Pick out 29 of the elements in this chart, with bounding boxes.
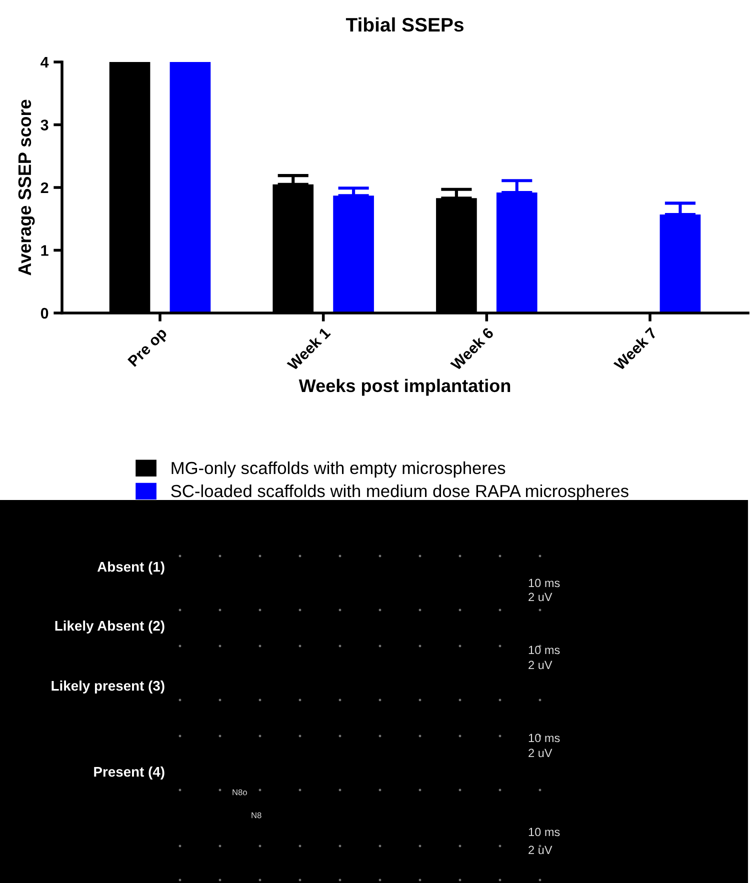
text: Likely Absent (2) [55,620,164,634]
text: 2 uV [528,660,552,670]
x-axis-title: Weeks post implantation [298,378,510,396]
text: N8 [252,812,262,818]
y-tick-label: 4 [40,57,49,68]
text: Likely present (3) [52,680,164,694]
text: N8o [232,789,247,796]
y-tick-label: 1 [41,245,48,256]
text: 2 uV [528,748,552,758]
bar [660,214,701,313]
y-tick-label: 0 [40,308,48,319]
text: 2 uV [528,592,552,602]
bar [496,192,538,313]
text: Absent (1) [97,562,164,574]
y-axis-title: Average SSEP score [18,100,35,276]
text: 2 uV [528,846,552,854]
text: 10 ms [528,578,560,588]
bar [333,196,374,313]
x-tick-label: Pre op [128,327,170,370]
legend-label: SC-loaded scaffolds with medium dose RAPA microspheres [171,484,628,501]
text: 10 ms [528,646,560,654]
chart-title: Tibial SSEPs [346,17,464,32]
text: 10 ms [528,734,560,742]
legend-label: MG-only scaffolds with empty microspheres [172,461,506,478]
bar [170,62,211,313]
text: 10 ms [528,828,560,836]
y-tick-label: 3 [40,120,48,130]
text: Present (4) [94,766,164,780]
y-tick-label: 2 [40,182,48,194]
